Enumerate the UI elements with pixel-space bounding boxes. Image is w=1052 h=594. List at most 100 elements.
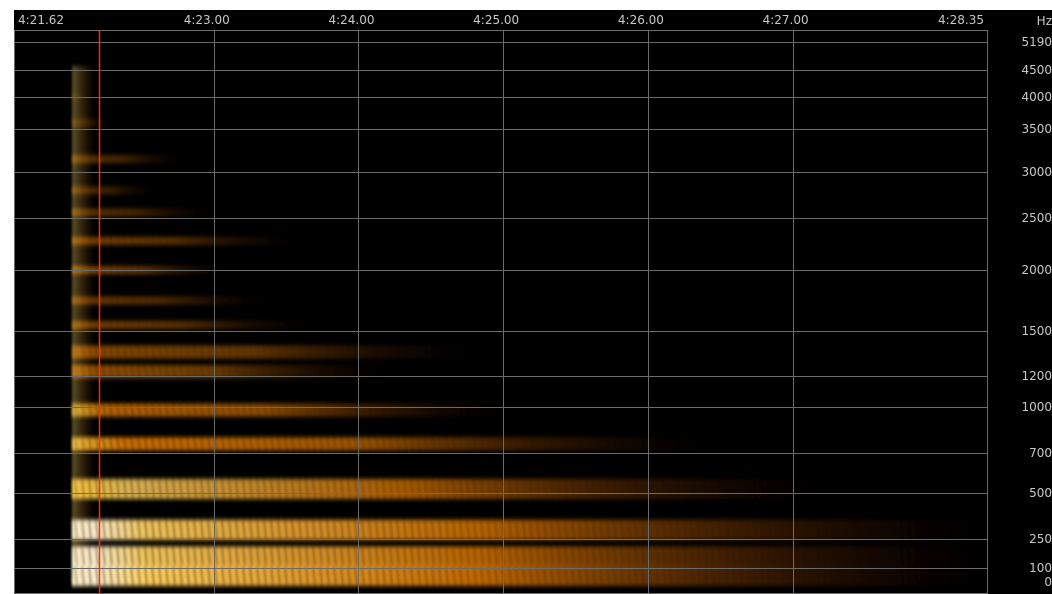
- band-ripple: [417, 404, 421, 416]
- band-ripple: [564, 547, 568, 566]
- band-ripple: [235, 346, 239, 358]
- band-ripple: [508, 566, 512, 585]
- band-ripple: [326, 479, 330, 499]
- band-ripple: [837, 547, 841, 566]
- band-ripple: [256, 404, 260, 416]
- band-ripple: [557, 547, 561, 566]
- band-ripple: [459, 479, 463, 499]
- band-ripple: [270, 566, 274, 585]
- band-ripple: [550, 479, 554, 499]
- band-ripple: [109, 566, 113, 585]
- band-ripple: [263, 404, 267, 416]
- band-ripple: [193, 479, 197, 499]
- band-ripple: [130, 321, 134, 329]
- freq-tick-label: 4000: [1021, 90, 1052, 104]
- band-ripple: [95, 155, 99, 163]
- band-ripple: [179, 404, 183, 416]
- band-ripple: [466, 520, 470, 539]
- band-ripple: [165, 297, 169, 304]
- energy-band: [72, 236, 301, 245]
- band-ripple: [697, 479, 701, 499]
- band-ripple: [123, 321, 127, 329]
- band-ripple: [130, 155, 134, 163]
- spectrogram-svg[interactable]: [14, 30, 988, 594]
- band-ripple: [102, 237, 106, 245]
- band-ripple: [795, 547, 799, 566]
- band-ripple: [172, 297, 176, 304]
- band-ripple: [375, 404, 379, 416]
- band-ripple: [340, 365, 344, 378]
- band-ripple: [116, 237, 120, 245]
- band-ripple: [522, 566, 526, 585]
- band-ripple: [704, 547, 708, 566]
- band-ripple: [879, 566, 883, 585]
- band-ripple: [284, 547, 288, 566]
- band-ripple: [151, 297, 155, 304]
- band-ripple: [179, 479, 183, 499]
- band-ripple: [585, 438, 589, 450]
- band-ripple: [704, 479, 708, 499]
- band-ripple: [109, 404, 113, 416]
- band-ripple: [144, 566, 148, 585]
- band-ripple: [319, 404, 323, 416]
- band-ripple: [193, 547, 197, 566]
- band-ripple: [116, 321, 120, 329]
- band-ripple: [291, 438, 295, 450]
- band-ripple: [193, 404, 197, 416]
- band-ripple: [242, 237, 246, 245]
- band-ripple: [263, 520, 267, 539]
- band-ripple: [200, 321, 204, 329]
- band-ripple: [186, 520, 190, 539]
- freq-tick-label: 4500: [1021, 63, 1052, 77]
- band-ripple: [466, 479, 470, 499]
- band-ripple: [221, 520, 225, 539]
- band-ripple: [760, 566, 764, 585]
- band-ripple: [368, 404, 372, 416]
- band-ripple: [725, 566, 729, 585]
- band-ripple: [116, 297, 120, 304]
- band-ripple: [298, 404, 302, 416]
- band-ripple: [151, 365, 155, 378]
- band-ripple: [690, 520, 694, 539]
- band-ripple: [158, 346, 162, 358]
- band-ripple: [424, 438, 428, 450]
- band-ripple: [333, 547, 337, 566]
- band-ripple: [172, 365, 176, 378]
- band-ripple: [340, 404, 344, 416]
- band-ripple: [396, 438, 400, 450]
- band-ripple: [193, 365, 197, 378]
- band-ripple: [802, 520, 806, 539]
- band-ripple: [298, 547, 302, 566]
- band-ripple: [774, 566, 778, 585]
- band-ripple: [662, 520, 666, 539]
- band-ripple: [515, 479, 519, 499]
- band-ripple: [711, 566, 715, 585]
- band-ripple: [263, 566, 267, 585]
- band-ripple: [564, 520, 568, 539]
- band-ripple: [697, 566, 701, 585]
- band-ripple: [116, 547, 120, 566]
- spectrogram-plot[interactable]: [14, 30, 988, 594]
- band-ripple: [123, 365, 127, 378]
- band-ripple: [494, 520, 498, 539]
- band-ripple: [305, 346, 309, 358]
- band-ripple: [634, 520, 638, 539]
- band-ripple: [809, 547, 813, 566]
- band-ripple: [158, 547, 162, 566]
- band-ripple: [816, 547, 820, 566]
- band-ripple: [452, 520, 456, 539]
- band-ripple: [214, 404, 218, 416]
- band-ripple: [599, 438, 603, 450]
- band-ripple: [767, 547, 771, 566]
- band-ripple: [109, 547, 113, 566]
- band-ripple: [235, 566, 239, 585]
- band-ripple: [494, 566, 498, 585]
- band-ripple: [277, 547, 281, 566]
- band-ripple: [102, 365, 106, 378]
- band-ripple: [172, 346, 176, 358]
- band-ripple: [130, 438, 134, 450]
- band-ripple: [382, 404, 386, 416]
- band-ripple: [634, 547, 638, 566]
- band-ripple: [438, 547, 442, 566]
- band-ripple: [788, 520, 792, 539]
